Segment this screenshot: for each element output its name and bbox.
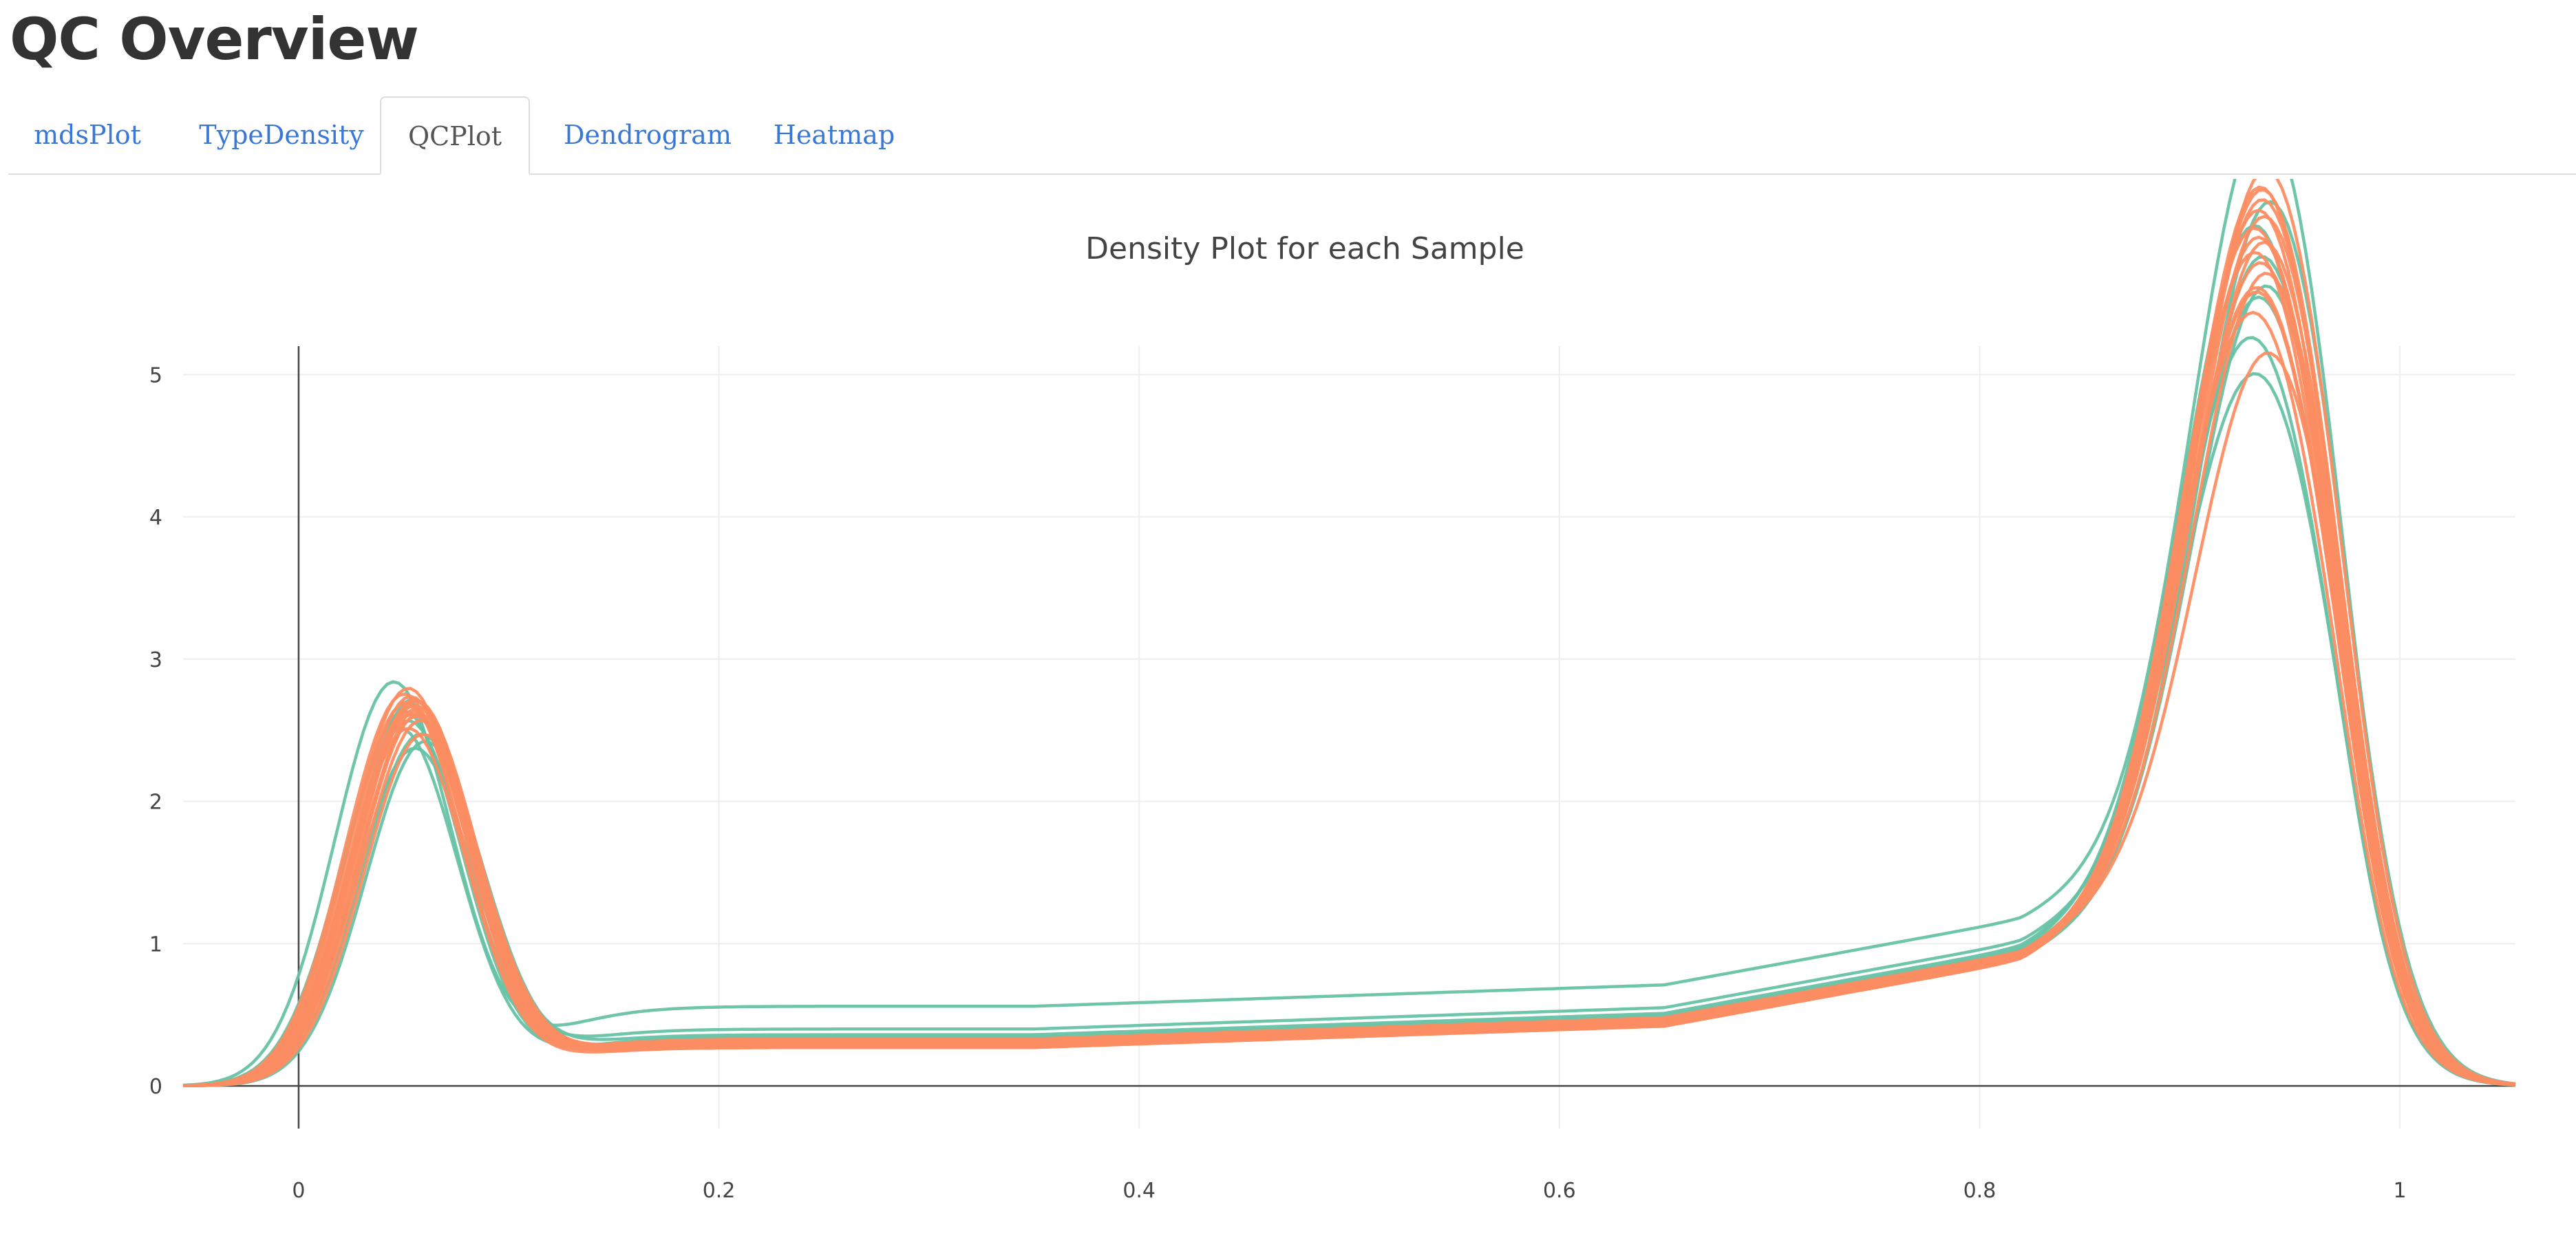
grid-layer	[183, 346, 2515, 1129]
tick-layer: 0 0.2 0.4 0.6 0.8 1 0 1 2 3 4 5	[149, 363, 2407, 1203]
y-tick-label: 0	[149, 1075, 162, 1099]
density-chart: Density Plot for each Sample 0 0.2 0.4 0.6 0…	[149, 179, 2516, 1203]
x-tick-label: 0.8	[1963, 1179, 1997, 1203]
density-line-5	[182, 284, 2516, 1087]
tab-heatmap[interactable]: Heatmap	[773, 120, 895, 150]
tab-mdsplot[interactable]: mdsPlot	[34, 120, 141, 150]
series-layer	[182, 179, 2516, 1088]
tab-dendrogram[interactable]: Dendrogram	[564, 120, 732, 150]
x-tick-label: 0.6	[1543, 1179, 1576, 1203]
density-line-15	[182, 286, 2516, 1087]
x-tick-label: 0	[292, 1179, 305, 1203]
density-line-23	[182, 214, 2516, 1087]
chart-title: Density Plot for each Sample	[1085, 231, 1524, 266]
y-tick-label: 2	[149, 791, 162, 815]
axis-layer	[183, 346, 2515, 1129]
page-title: QC Overview	[10, 6, 419, 73]
density-line-16	[182, 310, 2516, 1088]
y-tick-label: 3	[149, 648, 162, 672]
x-tick-label: 0.4	[1122, 1179, 1156, 1203]
density-line-2	[182, 372, 2516, 1087]
x-tick-label: 0.2	[703, 1179, 736, 1203]
density-line-24	[182, 290, 2516, 1088]
tab-typedensity[interactable]: TypeDensity	[199, 120, 364, 150]
tab-qcplot[interactable]: QCPlot	[380, 96, 530, 175]
tab-bar: mdsPlot TypeDensity QCPlot Dendrogram He…	[8, 96, 2576, 175]
density-line-17	[182, 351, 2516, 1087]
y-tick-label: 4	[149, 506, 162, 530]
density-line-4	[182, 295, 2516, 1087]
x-tick-label: 1	[2394, 1179, 2407, 1203]
y-tick-label: 5	[149, 363, 162, 387]
density-line-1	[182, 179, 2516, 1087]
y-tick-label: 1	[149, 932, 162, 957]
